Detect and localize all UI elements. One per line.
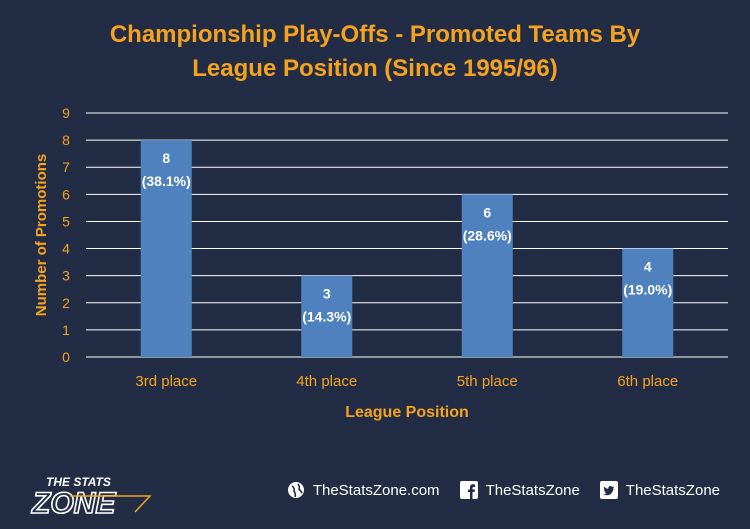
facebook-link[interactable]: TheStatsZone xyxy=(459,481,580,499)
logo-main-text: ZONE xyxy=(31,487,116,516)
chart-title: Championship Play-Offs - Promoted Teams … xyxy=(0,18,750,86)
bar-value-label: 3 xyxy=(323,286,331,302)
website-link[interactable]: TheStatsZone.com xyxy=(287,481,440,499)
bar-percent-label: (28.6%) xyxy=(463,227,512,243)
chart-title-line1: Championship Play-Offs - Promoted Teams … xyxy=(109,21,641,48)
facebook-link-text: TheStatsZone xyxy=(485,481,580,499)
x-tick-label: 3rd place xyxy=(135,373,197,390)
footer: THE STATS ZONE TheStatsZone.com TheStats… xyxy=(0,466,750,521)
y-tick-label: 2 xyxy=(62,295,70,311)
x-tick-label: 6th place xyxy=(617,373,678,390)
bar-value-label: 4 xyxy=(644,259,652,275)
y-tick-label: 8 xyxy=(62,132,70,148)
twitter-link[interactable]: TheStatsZone xyxy=(599,481,720,499)
bar-value-label: 8 xyxy=(162,150,170,166)
logo-top-text: THE STATS xyxy=(46,475,111,489)
y-axis-title: Number of Promotions xyxy=(33,154,50,317)
twitter-link-text: TheStatsZone xyxy=(625,481,720,499)
bar xyxy=(622,248,674,357)
chart-title-line2: League Position (Since 1995/96) xyxy=(192,55,558,82)
y-tick-label: 1 xyxy=(62,322,70,338)
bar xyxy=(140,140,192,357)
bar xyxy=(461,194,513,357)
y-tick-label: 7 xyxy=(62,159,70,175)
bar xyxy=(301,275,353,357)
y-tick-label: 0 xyxy=(62,349,70,365)
stats-zone-logo: THE STATS ZONE xyxy=(30,472,170,521)
globe-icon xyxy=(287,481,305,499)
y-tick-label: 5 xyxy=(62,213,70,229)
x-axis-title: League Position xyxy=(345,404,469,421)
bar-chart: 0 1 2 3 4 5 6 7 8 9 8 (38.1%) 3rd place 3 (14.3%) 4th p… xyxy=(33,105,728,421)
y-tick-label: 9 xyxy=(62,105,70,121)
bar-value-label: 6 xyxy=(483,204,491,220)
bar-percent-label: (14.3%) xyxy=(302,309,351,325)
y-tick-label: 3 xyxy=(62,268,70,284)
y-tick-label: 6 xyxy=(62,186,70,202)
y-tick-label: 4 xyxy=(62,241,70,257)
x-tick-label: 5th place xyxy=(457,373,518,390)
twitter-icon xyxy=(599,481,618,499)
bar-percent-label: (38.1%) xyxy=(142,173,191,189)
social-links: TheStatsZone.com TheStatsZone TheStatsZo… xyxy=(267,481,720,499)
x-tick-label: 4th place xyxy=(296,373,357,390)
bar-percent-label: (19.0%) xyxy=(623,282,672,298)
facebook-icon xyxy=(459,481,478,499)
website-link-text: TheStatsZone.com xyxy=(312,481,440,499)
